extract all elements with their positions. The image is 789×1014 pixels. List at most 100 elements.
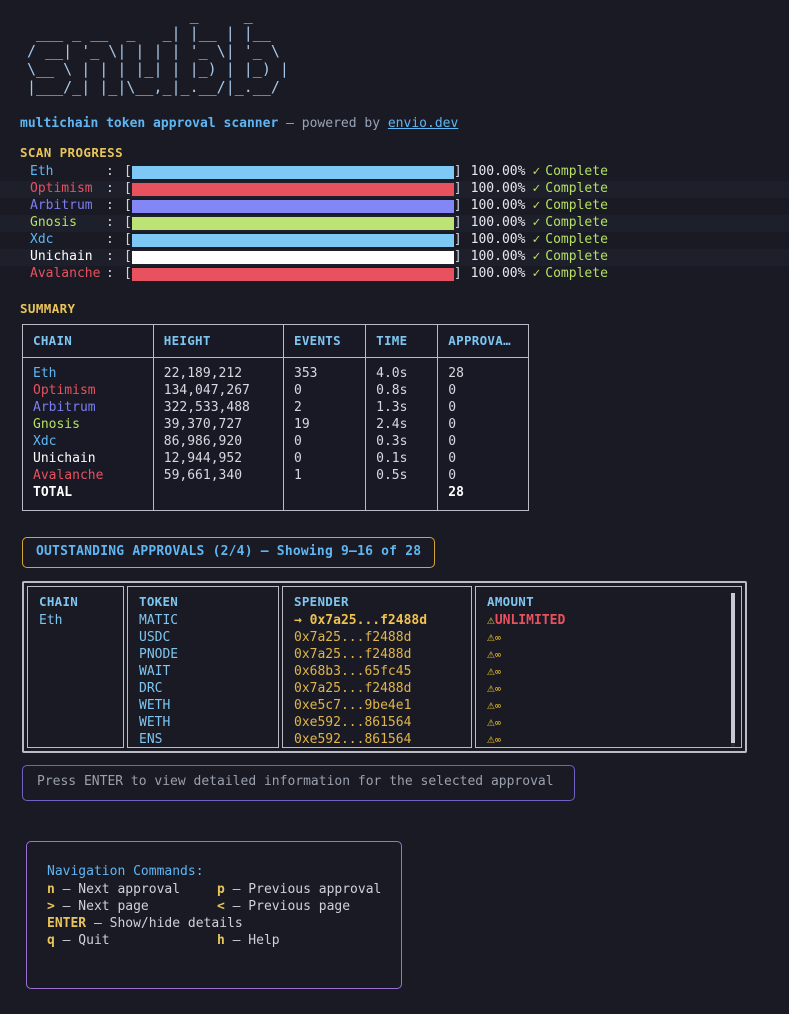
scan-progress-heading: SCAN PROGRESS <box>20 144 124 160</box>
navigation-description: — Previous approval <box>224 882 382 897</box>
navigation-command-right[interactable]: h — Help <box>217 932 280 949</box>
check-icon: ✓ <box>532 181 541 197</box>
navigation-key: n <box>47 882 55 897</box>
summary-total-row: TOTAL 28 <box>23 484 528 510</box>
approval-spender[interactable]: 0x7a25...f2488d <box>294 630 412 645</box>
approval-amount: ⚠∞ <box>487 731 731 747</box>
approvals-head-spender: SPENDER <box>294 594 349 609</box>
approval-amount: ⚠∞ <box>487 663 731 680</box>
approval-token[interactable]: WETH <box>139 698 171 713</box>
summary-cell-time: 2.4s <box>365 416 439 434</box>
progress-chain-label: Unichain <box>30 249 93 265</box>
check-icon: ✓ <box>532 249 541 265</box>
approval-spender[interactable]: 0x7a25...f2488d <box>294 647 412 662</box>
approval-spender-selected[interactable]: → 0x7a25...f2488d <box>294 613 428 628</box>
approval-token[interactable]: PNODE <box>139 647 179 662</box>
approval-amount-infinity: ∞ <box>494 701 501 712</box>
summary-row: Avalanche 59,661,340 1 0.5s 0 <box>23 467 528 485</box>
approval-spender[interactable]: 0x68b3...65fc45 <box>294 664 412 679</box>
summary-cell-time: 0.1s <box>365 450 439 468</box>
progress-separator: : <box>106 181 114 197</box>
progress-separator: : <box>106 232 114 248</box>
summary-cell-time: 4.0s <box>365 357 439 383</box>
summary-cell-approvals: 0 <box>448 450 457 466</box>
progress-separator: : <box>106 249 114 265</box>
summary-col-events: EVENTS <box>283 324 367 358</box>
summary-row: Optimism 134,047,267 0 0.8s 0 <box>23 382 528 400</box>
summary-cell-chain: Arbitrum <box>23 399 154 417</box>
approval-token[interactable]: DRC <box>139 681 163 696</box>
progress-row: Arbitrum: [] 100.00% ✓ Complete <box>0 198 789 215</box>
progress-chain-label: Optimism <box>30 181 93 197</box>
summary-cell-approvals: 0 <box>448 382 457 398</box>
summary-cell-approvals: 0 <box>448 433 457 449</box>
progress-bar <box>131 217 454 230</box>
summary-col-time: TIME <box>365 324 439 358</box>
navigation-row: q — Quit h — Help <box>47 932 401 949</box>
progress-separator: : <box>106 164 114 180</box>
summary-cell-events: 2 <box>283 399 367 417</box>
navigation-description: — Next approval <box>54 882 181 897</box>
approvals-panel[interactable]: CHAIN Eth TOKEN MATIC USDC PNODE WAIT DRC WET… <box>22 581 747 753</box>
approval-token[interactable]: MATIC <box>139 613 179 628</box>
summary-cell-chain: Xdc <box>23 433 154 451</box>
summary-cell-time: 1.3s <box>365 399 439 417</box>
progress-row: Xdc: [] 100.00% ✓ Complete <box>0 232 789 249</box>
summary-cell-chain: Optimism <box>23 382 154 400</box>
summary-cell-height: 22,189,212 <box>153 357 285 383</box>
approval-spender[interactable]: 0x7a25...f2488d <box>294 681 412 696</box>
progress-percent: 100.00% <box>470 266 526 282</box>
approval-amount-infinity: ∞ <box>494 684 501 695</box>
check-icon: ✓ <box>532 266 541 282</box>
summary-total-events <box>283 484 367 510</box>
navigation-command-right[interactable]: p — Previous approval <box>217 881 381 898</box>
warning-icon: ⚠ <box>487 715 495 730</box>
progress-bracket-open: [ <box>124 266 132 282</box>
summary-total-time <box>365 484 439 510</box>
envio-dev-link[interactable]: envio.dev <box>387 116 459 131</box>
approvals-head-token: TOKEN <box>139 594 179 609</box>
progress-bar <box>131 251 454 264</box>
navigation-key: q <box>47 933 55 948</box>
approval-spender[interactable]: 0xe592...861564 <box>294 732 412 747</box>
app-logo-ascii: _ _ ___ _ __ _ _| |__ | |__ / __| '_ \| … <box>27 6 289 96</box>
progress-bar <box>131 166 454 179</box>
progress-bracket-close: ] <box>453 164 462 180</box>
navigation-row: n — Next approval p — Previous approval <box>47 881 401 898</box>
navigation-command-left[interactable]: > — Next page <box>47 898 217 915</box>
approvals-column-spender: SPENDER → 0x7a25...f2488d 0x7a25...f2488d… <box>282 586 472 748</box>
summary-cell-events: 0 <box>283 433 367 451</box>
approvals-scrollbar-thumb[interactable] <box>731 593 735 743</box>
progress-row: Avalanche: [] 100.00% ✓ Complete <box>0 266 789 283</box>
navigation-command-right[interactable]: < — Previous page <box>217 898 350 915</box>
progress-row: Unichain: [] 100.00% ✓ Complete <box>0 249 789 266</box>
summary-row: Eth 22,189,212 353 4.0s 28 <box>23 357 528 383</box>
summary-cell-time: 0.5s <box>365 467 439 485</box>
warning-icon: ⚠ <box>487 613 495 628</box>
approval-token[interactable]: USDC <box>139 630 171 645</box>
progress-separator: : <box>106 198 114 214</box>
navigation-description: — Quit <box>54 933 110 948</box>
approvals-scrollbar[interactable] <box>731 593 735 747</box>
navigation-command-left[interactable]: n — Next approval <box>47 881 217 898</box>
check-icon: ✓ <box>532 164 541 180</box>
approvals-column-amount: AMOUNT ⚠UNLIMITED ⚠∞ ⚠∞ ⚠∞ ⚠∞ ⚠∞ ⚠∞ ⚠∞ <box>475 586 742 748</box>
approval-token[interactable]: WAIT <box>139 664 171 679</box>
approval-token[interactable]: WETH <box>139 715 171 730</box>
navigation-command-left[interactable]: ENTER — Show/hide details <box>47 915 243 932</box>
approvals-head-chain: CHAIN <box>39 594 79 609</box>
progress-bar-fill <box>131 234 454 247</box>
navigation-command-left[interactable]: q — Quit <box>47 932 217 949</box>
approval-spender[interactable]: 0xe592...861564 <box>294 715 412 730</box>
progress-status: Complete <box>545 198 608 214</box>
progress-bar <box>131 200 454 213</box>
summary-col-chain: CHAIN <box>23 324 154 358</box>
approvals-spender-list: → 0x7a25...f2488d 0x7a25...f2488d 0x7a25..… <box>294 612 461 747</box>
tagline-powered-by: powered by <box>301 116 388 131</box>
summary-row: Unichain 12,944,952 0 0.1s 0 <box>23 450 528 468</box>
progress-bracket-open: [ <box>124 198 132 214</box>
progress-bracket-open: [ <box>124 164 132 180</box>
progress-row: Gnosis: [] 100.00% ✓ Complete <box>0 215 789 232</box>
approval-token[interactable]: ENS <box>139 732 163 747</box>
approval-spender[interactable]: 0xe5c7...9be4e1 <box>294 698 412 713</box>
